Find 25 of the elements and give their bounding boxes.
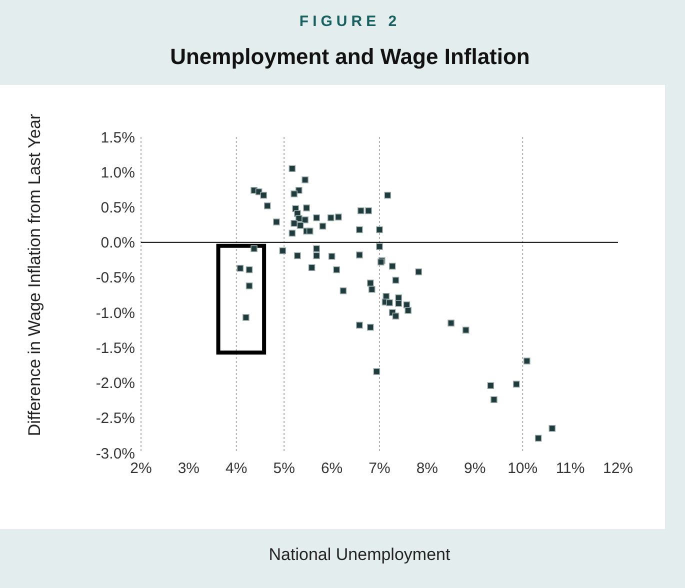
y-tick-label: -0.5%: [96, 270, 135, 287]
x-tick-label: 4%: [226, 460, 248, 477]
x-tick-label: 6%: [320, 460, 343, 477]
x-tick-label: 8%: [416, 460, 438, 477]
x-axis-title: National Unemployment: [268, 545, 450, 564]
y-tick-label: 0.0%: [100, 234, 135, 252]
y-tick-label: -3.0%: [96, 445, 135, 462]
x-tick-label: 7%: [368, 460, 390, 477]
x-tick-label: 5%: [273, 460, 295, 477]
x-tick-label: 9%: [464, 460, 486, 477]
x-tick-label: 2%: [130, 460, 152, 477]
x-tick-label: 3%: [178, 460, 200, 477]
y-tick-label: -1.5%: [96, 340, 135, 357]
y-axis-title: Difference in Wage Inflation from Last Year: [25, 114, 44, 436]
y-tick-label: 1.0%: [100, 164, 135, 182]
y-tick-label: -1.0%: [96, 304, 135, 322]
y-tick-label: -2.0%: [96, 375, 135, 392]
x-tick-label: 12%: [602, 460, 634, 477]
x-tick-label: 11%: [556, 460, 585, 477]
y-tick-label: 0.5%: [100, 199, 135, 216]
y-tick-label: -2.5%: [96, 410, 135, 428]
caption: FIGURE 2: [299, 13, 401, 30]
x-tick-label: 10%: [508, 460, 538, 477]
y-tick-label: 1.5%: [100, 129, 135, 146]
chart-title: Unemployment and Wage Inflation: [170, 44, 530, 69]
